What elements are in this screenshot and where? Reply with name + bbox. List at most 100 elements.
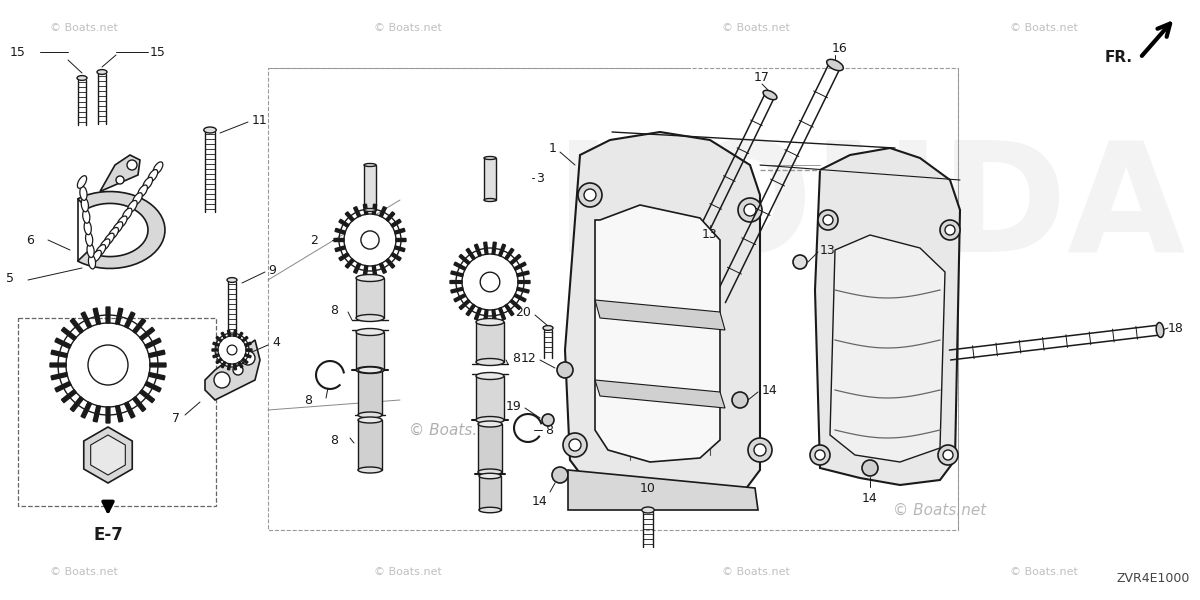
Ellipse shape: [642, 507, 654, 513]
Circle shape: [818, 210, 838, 230]
Polygon shape: [335, 246, 346, 251]
Bar: [356, 278, 384, 318]
Circle shape: [88, 345, 128, 385]
Circle shape: [946, 225, 955, 235]
Ellipse shape: [148, 170, 157, 182]
Ellipse shape: [476, 319, 504, 325]
Polygon shape: [505, 248, 514, 260]
Circle shape: [738, 198, 762, 222]
Ellipse shape: [827, 59, 844, 71]
Circle shape: [569, 439, 581, 451]
Circle shape: [94, 441, 122, 469]
Text: E-7: E-7: [94, 526, 122, 544]
Circle shape: [361, 231, 379, 249]
Ellipse shape: [108, 227, 119, 239]
Polygon shape: [595, 300, 725, 330]
Ellipse shape: [356, 367, 384, 373]
Circle shape: [754, 444, 766, 456]
Circle shape: [233, 365, 242, 375]
Polygon shape: [221, 362, 226, 368]
Polygon shape: [228, 330, 230, 337]
Polygon shape: [466, 304, 475, 316]
Polygon shape: [115, 308, 122, 325]
Bar: [476, 376, 504, 420]
Polygon shape: [106, 307, 110, 323]
Circle shape: [810, 445, 830, 465]
Ellipse shape: [356, 314, 384, 322]
Polygon shape: [454, 262, 466, 270]
Circle shape: [732, 392, 748, 408]
Circle shape: [462, 254, 518, 310]
Polygon shape: [78, 191, 164, 268]
Text: 1: 1: [550, 142, 557, 154]
Polygon shape: [335, 229, 346, 234]
Circle shape: [94, 350, 122, 380]
Circle shape: [214, 372, 230, 388]
Polygon shape: [145, 338, 161, 349]
Ellipse shape: [542, 326, 553, 331]
Polygon shape: [450, 281, 462, 283]
Text: © Boats.net: © Boats.net: [374, 23, 442, 33]
Polygon shape: [82, 312, 91, 328]
Polygon shape: [474, 308, 481, 320]
Polygon shape: [212, 354, 220, 358]
Circle shape: [344, 214, 396, 266]
Polygon shape: [346, 259, 354, 268]
Ellipse shape: [476, 416, 504, 424]
Polygon shape: [565, 132, 760, 495]
Text: 6: 6: [26, 233, 34, 247]
Polygon shape: [395, 229, 404, 234]
Polygon shape: [474, 244, 481, 256]
Ellipse shape: [91, 250, 101, 262]
Ellipse shape: [356, 329, 384, 335]
Circle shape: [938, 445, 958, 465]
Bar: [356, 332, 384, 370]
Ellipse shape: [104, 233, 114, 245]
Polygon shape: [510, 254, 521, 265]
Ellipse shape: [77, 176, 86, 188]
Polygon shape: [71, 397, 83, 412]
Polygon shape: [139, 328, 155, 340]
Text: 12: 12: [521, 352, 536, 364]
Ellipse shape: [97, 70, 107, 74]
Ellipse shape: [358, 412, 382, 418]
Text: 13: 13: [820, 244, 835, 257]
Polygon shape: [228, 364, 230, 370]
Circle shape: [127, 160, 137, 170]
Ellipse shape: [478, 469, 502, 475]
Ellipse shape: [85, 232, 92, 246]
Polygon shape: [125, 312, 134, 328]
Polygon shape: [372, 204, 377, 215]
Ellipse shape: [100, 239, 110, 251]
Polygon shape: [514, 262, 526, 270]
Ellipse shape: [227, 278, 238, 283]
Circle shape: [227, 345, 236, 355]
Ellipse shape: [204, 127, 216, 133]
Polygon shape: [50, 363, 66, 367]
Polygon shape: [386, 212, 395, 221]
Polygon shape: [234, 330, 236, 337]
Bar: [478, 424, 502, 472]
Polygon shape: [518, 281, 530, 283]
Polygon shape: [391, 219, 401, 227]
Ellipse shape: [479, 473, 502, 479]
Text: 14: 14: [762, 383, 778, 397]
Circle shape: [563, 433, 587, 457]
Polygon shape: [568, 470, 758, 510]
Polygon shape: [364, 265, 367, 276]
Polygon shape: [149, 373, 164, 380]
Text: 8: 8: [304, 394, 312, 407]
Polygon shape: [338, 219, 349, 227]
Ellipse shape: [143, 177, 152, 190]
Text: 8: 8: [330, 304, 338, 317]
Ellipse shape: [476, 358, 504, 365]
Text: 8: 8: [545, 424, 553, 437]
Text: 15: 15: [150, 46, 166, 58]
Polygon shape: [106, 407, 110, 423]
Polygon shape: [55, 382, 71, 392]
Circle shape: [793, 255, 808, 269]
Ellipse shape: [83, 209, 90, 223]
Polygon shape: [133, 319, 145, 334]
Polygon shape: [451, 271, 463, 277]
Ellipse shape: [113, 222, 122, 233]
